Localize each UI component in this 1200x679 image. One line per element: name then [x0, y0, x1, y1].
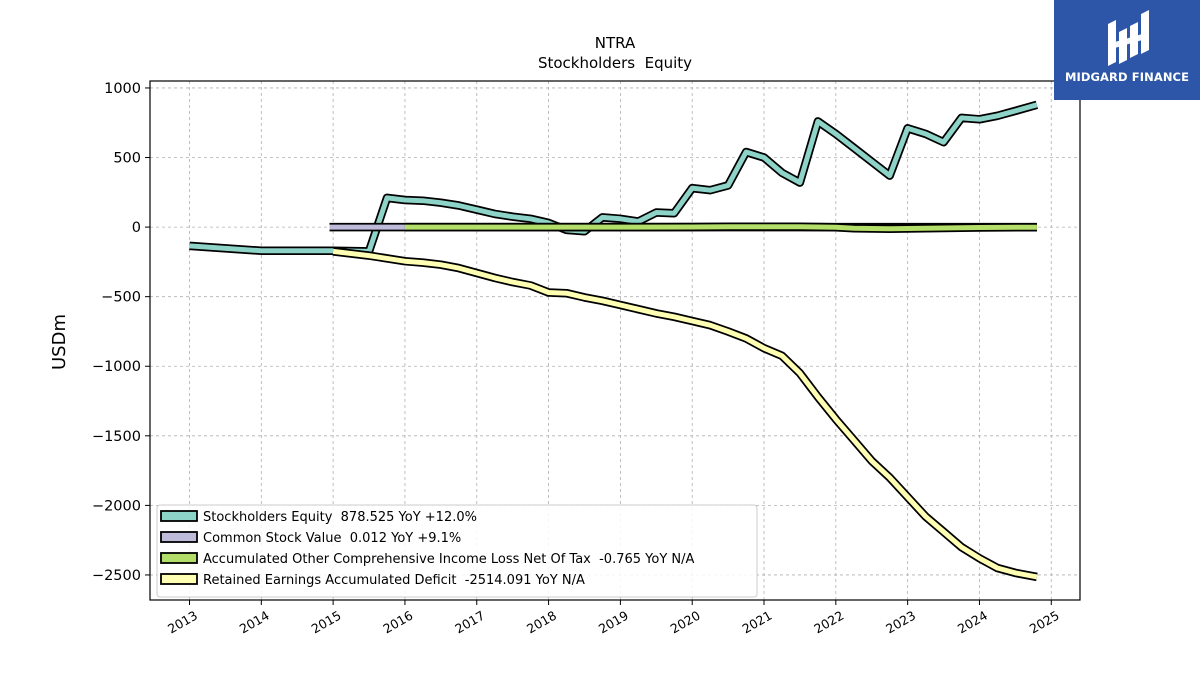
x-tick-label: 2014	[237, 608, 272, 637]
y-tick-label: −1500	[92, 429, 141, 445]
x-tick-label: 2013	[165, 608, 200, 637]
series-line-retained-earnings-accumulated-deficit	[332, 248, 1038, 580]
series-line-accumulated-other-comprehensive-income-loss-net-of-tax	[404, 224, 1037, 232]
legend-label: Accumulated Other Comprehensive Income L…	[203, 552, 694, 567]
legend-box	[156, 504, 758, 598]
x-tick-label: 2019	[596, 608, 631, 637]
x-tick-label: 2018	[524, 608, 559, 637]
series-line-stockholders-equity	[189, 102, 1038, 254]
y-axis-label: USDm	[49, 314, 70, 370]
legend: Stockholders Equity 878.525 YoY +12.0% Co…	[156, 504, 758, 598]
y-tick-label: −2500	[92, 568, 141, 584]
legend-swatch	[160, 573, 198, 585]
chart-title: NTRA	[595, 34, 636, 52]
legend-label: Retained Earnings Accumulated Deficit -2…	[203, 573, 585, 588]
x-tick-label: 2022	[811, 608, 846, 637]
x-tick-label: 2017	[452, 608, 487, 637]
chart-subtitle: Stockholders Equity	[538, 54, 692, 72]
x-tick-label: 2021	[739, 608, 774, 637]
x-tick-label: 2020	[668, 608, 703, 637]
y-tick-label: 0	[132, 220, 141, 236]
legend-label: Common Stock Value 0.012 YoY +9.1%	[203, 531, 461, 546]
logo-text: MIDGARD FINANCE	[1064, 70, 1190, 84]
x-tick-label: 2016	[380, 608, 415, 637]
logo: MIDGARD FINANCE	[1054, 0, 1200, 100]
y-tick-label: −500	[101, 290, 141, 306]
midgard-monogram-icon	[1108, 10, 1149, 66]
x-tick-label: 2025	[1027, 608, 1062, 637]
x-tick-label: 2023	[883, 608, 918, 637]
legend-label: Stockholders Equity 878.525 YoY +12.0%	[203, 510, 477, 525]
y-tick-label: 1000	[104, 81, 141, 97]
y-tick-label: 500	[113, 151, 141, 167]
grid	[150, 81, 1080, 600]
y-tick-label: −1000	[92, 359, 141, 375]
legend-swatch	[160, 552, 198, 564]
x-tick-label: 2015	[309, 608, 344, 637]
x-tick-label: 2024	[955, 608, 990, 637]
legend-swatch	[160, 531, 198, 543]
legend-swatch	[160, 510, 198, 522]
series-lines	[189, 100, 1039, 582]
plot-frame	[149, 80, 1081, 601]
y-tick-label: −2000	[92, 498, 141, 514]
